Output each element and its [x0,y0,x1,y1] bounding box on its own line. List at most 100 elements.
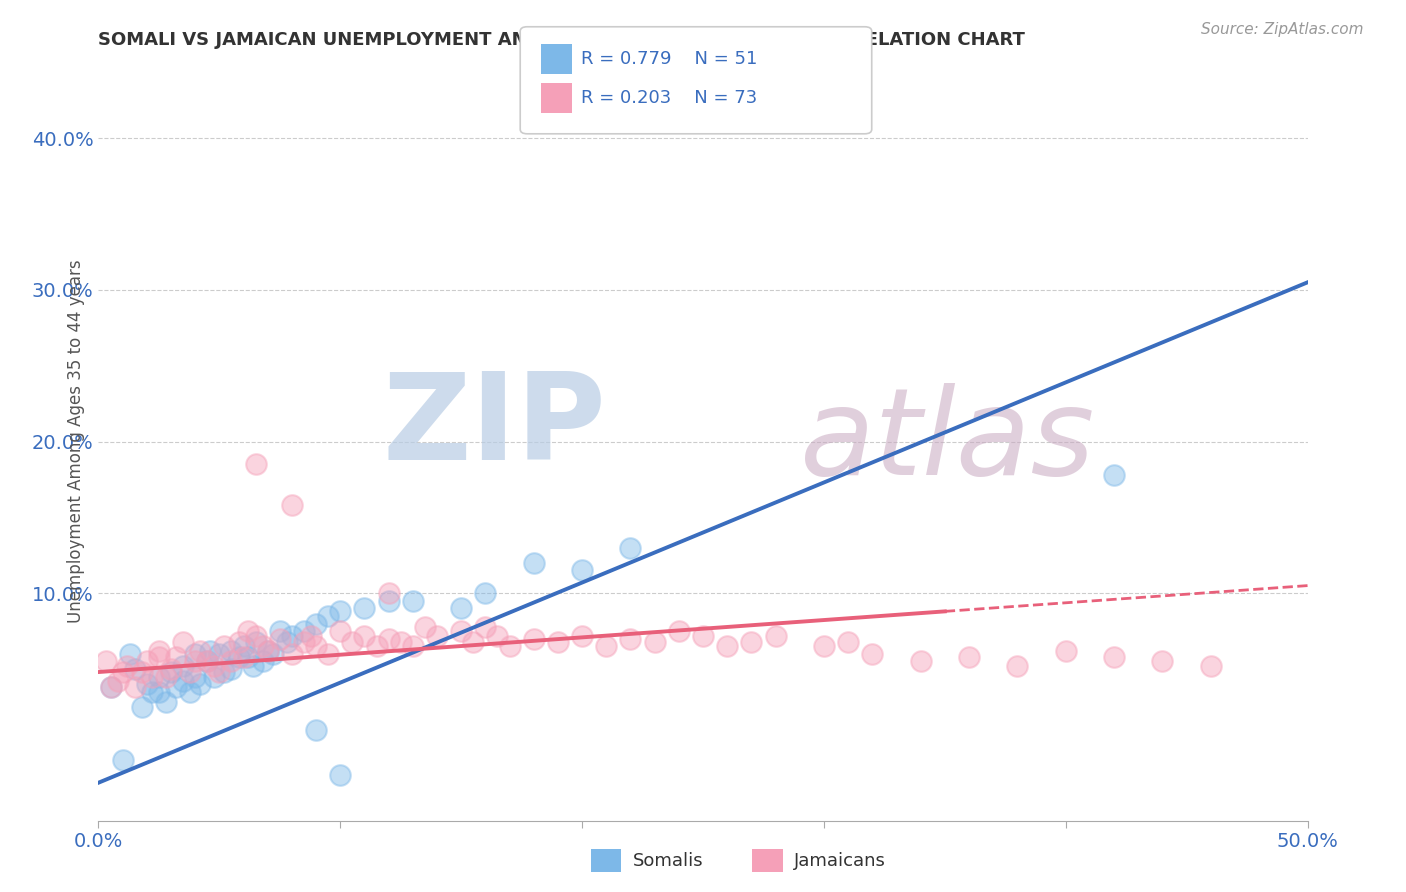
Point [329,768,352,782]
Point [124,680,146,694]
Point [221,662,243,676]
Point [523,632,546,646]
Point [184,647,207,661]
Point [1152,655,1174,669]
Point [547,634,569,648]
Point [474,619,496,633]
Point [1102,467,1125,482]
Point [172,634,194,648]
Point [299,629,322,643]
Point [668,624,690,639]
Point [1007,659,1029,673]
Point [148,644,170,658]
Point [232,649,254,664]
Point [256,644,278,658]
Point [212,665,235,679]
Point [1199,659,1222,673]
Point [595,639,617,653]
Point [377,586,399,600]
Point [172,674,194,689]
Point [238,624,260,639]
Point [245,634,267,648]
Text: Somalis: Somalis [633,852,703,870]
Text: Source: ZipAtlas.com: Source: ZipAtlas.com [1201,22,1364,37]
Point [135,655,157,669]
Point [463,634,485,648]
Point [184,655,207,669]
Point [619,632,641,646]
Point [245,458,267,472]
Point [329,624,352,639]
Point [281,647,304,661]
Point [281,498,304,512]
Point [377,594,399,608]
Point [716,639,738,653]
Point [305,723,328,737]
Point [135,677,157,691]
Point [426,629,449,643]
Point [860,647,883,661]
Point [204,659,226,673]
Point [498,639,520,653]
Point [195,655,218,669]
Point [188,677,211,691]
Point [208,665,231,679]
Point [571,564,593,578]
Point [281,629,304,643]
Point [188,644,211,658]
Point [124,662,146,676]
Point [910,655,932,669]
Point [141,685,163,699]
Point [316,609,339,624]
Point [208,647,231,661]
Point [342,634,364,648]
Point [165,680,187,694]
Text: Jamaicans: Jamaicans [794,852,886,870]
Point [305,639,328,653]
Point [837,634,859,648]
Point [111,665,134,679]
Point [155,669,177,684]
Point [228,649,250,664]
Point [571,629,593,643]
Point [644,634,666,648]
Point [111,753,134,767]
Point [94,655,117,669]
Point [148,649,170,664]
Point [1054,644,1077,658]
Point [305,616,328,631]
Point [957,649,980,664]
Point [117,659,139,673]
Point [238,649,260,664]
Point [692,629,714,643]
Point [353,601,375,615]
Point [269,632,291,646]
Point [172,659,194,673]
Point [813,639,835,653]
Text: SOMALI VS JAMAICAN UNEMPLOYMENT AMONG AGES 35 TO 44 YEARS CORRELATION CHART: SOMALI VS JAMAICAN UNEMPLOYMENT AMONG AG… [98,31,1025,49]
Point [179,665,201,679]
Point [160,662,183,676]
Point [740,634,762,648]
Point [160,665,183,679]
Point [148,669,170,684]
Point [204,669,226,684]
Point [141,669,163,684]
Text: R = 0.203    N = 73: R = 0.203 N = 73 [581,89,756,107]
Point [221,644,243,658]
Text: ZIP: ZIP [382,368,606,485]
Point [450,601,472,615]
Point [131,665,153,679]
Point [474,586,496,600]
Point [292,624,315,639]
Point [100,680,122,694]
Point [402,639,425,653]
Point [256,644,278,658]
Point [486,629,509,643]
Y-axis label: Unemployment Among Ages 35 to 44 years: Unemployment Among Ages 35 to 44 years [66,260,84,624]
Point [100,680,122,694]
Point [165,649,187,664]
Point [252,639,274,653]
Point [107,674,129,689]
Point [198,644,221,658]
